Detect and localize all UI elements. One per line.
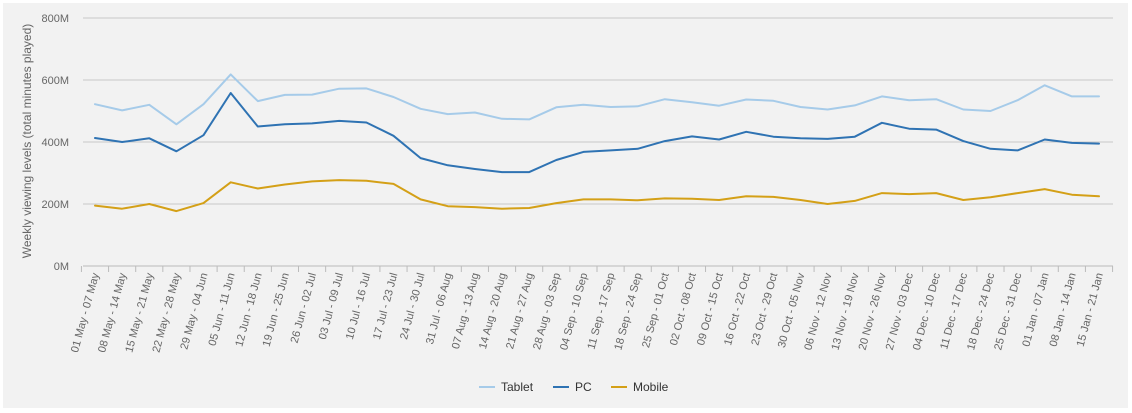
series-layer (94, 73, 1100, 213)
x-tick-label: 14 Aug - 20 Aug (477, 272, 509, 351)
y-tick-label: 600M (41, 75, 69, 87)
x-tick-label: 25 Sep - 01 Oct (640, 272, 672, 350)
x-tick-label: 04 Sep - 10 Sep (558, 272, 590, 352)
series-line-tablet[interactable] (94, 73, 1100, 126)
x-tick-label: 21 Aug - 27 Aug (504, 272, 536, 351)
y-axis: 0M 200M 400M 600M 800M (41, 13, 69, 273)
x-tick-label: 04 Dec - 10 Dec (911, 271, 943, 351)
x-tick-label: 01 Jan - 07 Jan (1020, 272, 1051, 348)
x-tick-label: 13 Nov - 19 Nov (830, 271, 862, 351)
y-tick-label: 200M (41, 199, 69, 211)
x-tick-label: 24 Jul - 30 Jul (398, 272, 427, 341)
x-tick-label: 19 Jun - 25 Jun (261, 272, 292, 348)
x-tick-label: 11 Dec - 17 Dec (938, 271, 970, 351)
x-tick-label: 22 May - 28 May (151, 271, 184, 354)
x-tick-label: 30 Oct - 05 Nov (776, 271, 808, 349)
x-tick-label: 20 Nov - 26 Nov (857, 271, 889, 351)
y-tick-label: 400M (41, 137, 69, 149)
x-tick-label: 25 Dec - 31 Dec (992, 271, 1024, 351)
y-tick-label: 800M (41, 13, 69, 25)
x-tick-label: 31 Jul - 06 Aug (424, 272, 455, 346)
x-tick-label: 11 Sep - 17 Sep (586, 272, 618, 351)
x-tick-label: 17 Jul - 23 Jul (371, 272, 400, 341)
x-tick-label: 16 Oct - 22 Oct (722, 272, 753, 347)
series-line-pc[interactable] (94, 92, 1100, 174)
legend-item-tablet[interactable]: Tablet (501, 380, 534, 394)
x-tick-label: 12 Jun - 18 Jun (233, 272, 264, 348)
x-tick-label: 06 Nov - 12 Nov (802, 271, 834, 351)
x-tick-label: 15 May - 21 May (123, 271, 156, 354)
legend-item-mobile[interactable]: Mobile (633, 380, 669, 394)
x-tick-label: 03 Jul - 09 Jul (317, 272, 346, 341)
x-tick-label: 09 Oct - 15 Oct (695, 272, 726, 347)
x-tick-label: 08 May - 14 May (96, 271, 129, 354)
x-tick-label: 27 Nov - 03 Dec (884, 271, 916, 351)
x-tick-label: 02 Oct - 08 Oct (668, 272, 699, 347)
x-tick-label: 23 Oct - 29 Oct (749, 272, 780, 347)
series-line-mobile[interactable] (94, 179, 1100, 213)
chart-container: 0M 200M 400M 600M 800M 01 May - 07 May 08 May… (3, 3, 1128, 408)
x-tick-label: 28 Aug - 03 Sep (531, 272, 563, 351)
x-tick-label: 07 Aug - 13 Aug (450, 272, 482, 351)
grid-layer (83, 17, 1113, 267)
x-tick-label: 10 Jul - 16 Jul (344, 272, 373, 341)
x-tick-label: 26 Jun - 02 Jul (289, 272, 319, 345)
x-tick-label: 01 May - 07 May (69, 271, 102, 354)
y-axis-title: Weekly viewing levels (total minutes pla… (20, 24, 34, 259)
x-tick-label: 18 Dec - 24 Dec (965, 271, 997, 351)
y-tick-label: 0M (54, 261, 69, 273)
x-tick-label: 05 Jun - 11 Jun (207, 272, 238, 348)
x-tick-label: 15 Jan - 21 Jan (1075, 272, 1106, 348)
x-tick-label: 29 May - 04 Jun (178, 272, 210, 351)
x-tick-label: 08 Jan - 14 Jan (1048, 272, 1079, 348)
legend: Tablet PC Mobile (479, 380, 669, 394)
x-tick-label: 18 Sep - 24 Sep (612, 272, 644, 352)
legend-item-pc[interactable]: PC (575, 380, 592, 394)
